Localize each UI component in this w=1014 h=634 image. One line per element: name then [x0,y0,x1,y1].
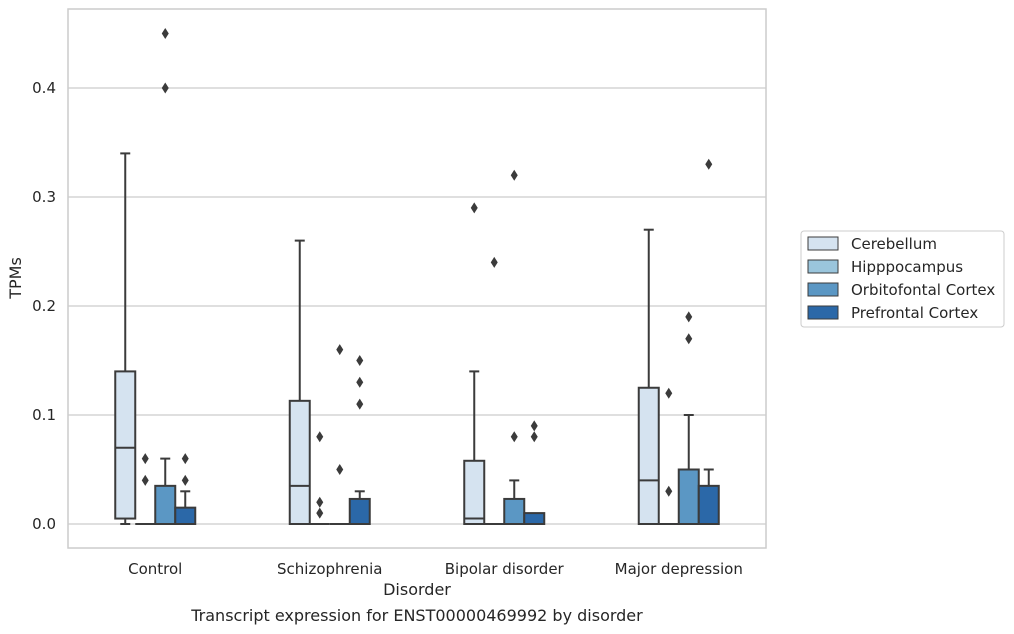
box-hipppocampus [658,387,679,525]
box-prefrontal-cortex [348,355,371,525]
legend-frame [800,230,1005,328]
box-orbitofontal-cortex [154,28,177,526]
legend-label: Hipppocampus [851,258,963,276]
box-plot-chart: 0.0 0.1 0.2 0.3 0.4 Control Schizophrenia Bipo… [6,8,1005,599]
box-prefrontal-cortex [697,158,720,526]
outlier-point [510,431,518,443]
outlier-point [490,256,498,268]
gridlines [68,87,766,525]
box-iqr [463,459,486,525]
box-orbitofontal-cortex [329,344,350,525]
outlier-point [161,82,169,94]
box-cerebellum [114,152,137,525]
plot-frame [67,8,767,549]
box-prefrontal-cortex [174,453,197,525]
box-prefrontal-cortex [523,420,546,525]
box-orbitofontal-cortex [677,311,700,525]
y-tick-label: 0.1 [32,406,56,424]
legend-label: Prefrontal Cortex [851,304,978,322]
outlier-point [510,169,518,181]
y-tick-label: 0.3 [32,188,56,206]
y-tick-label: 0.2 [32,297,56,315]
legend-label: Cerebellum [851,235,937,253]
box-hipppocampus [135,453,156,525]
box-iqr [114,370,137,520]
outlier-point [161,28,169,39]
outlier-point [141,453,149,465]
box-iqr [677,468,700,525]
outlier-point [665,485,673,497]
outlier-point [316,496,324,508]
box-iqr [697,484,720,526]
legend-label: Orbitofontal Cortex [851,281,995,299]
box-iqr [154,484,177,526]
outlier-point [141,474,149,486]
outlier-point [316,507,324,519]
legend-swatch [807,282,839,297]
y-tick-labels: 0.0 0.1 0.2 0.3 0.4 [32,79,56,533]
box-series [114,28,720,526]
x-tick-label: Control [128,560,182,578]
outlier-point [665,387,673,399]
box-iqr [174,506,197,525]
box-iqr [637,386,660,525]
outlier-point [356,355,364,366]
box-hipppocampus [309,431,330,525]
outlier-point [181,453,189,465]
box-iqr [288,399,311,525]
outlier-point [356,398,364,410]
box-cerebellum [463,202,486,525]
legend: Cerebellum Hipppocampus Orbitofontal Corte… [800,230,1005,328]
x-tick-label: Schizophrenia [277,560,382,578]
outlier-point [530,431,538,443]
outlier-point [336,344,344,356]
legend-swatch [807,236,839,251]
figure-caption: Transcript expression for ENST0000046999… [191,606,643,625]
outlier-point [685,333,693,345]
legend-item: Orbitofontal Cortex [807,281,995,299]
y-tick-label: 0.4 [32,79,56,97]
outlier-point [356,376,364,388]
x-tick-label: Major depression [615,560,743,578]
legend-item: Prefrontal Cortex [807,304,978,322]
outlier-point [685,311,693,323]
box-iqr [523,512,546,525]
box-hipppocampus [484,256,505,525]
legend-swatch [807,259,839,274]
box-iqr [348,497,371,525]
x-tick-labels: Control Schizophrenia Bipolar disorder Majo… [128,560,743,578]
y-tick-label: 0.0 [32,515,56,533]
box-iqr [503,497,526,525]
x-axis-label: Disorder [383,580,451,599]
outlier-point [316,431,324,443]
legend-swatch [807,305,839,320]
x-tick-label: Bipolar disorder [445,560,565,578]
box-orbitofontal-cortex [503,169,526,525]
legend-item: Cerebellum [807,235,937,253]
outlier-point [336,464,344,475]
outlier-point [705,158,713,170]
box-cerebellum [637,228,660,525]
outlier-point [530,420,538,432]
outlier-point [470,202,478,214]
box-cerebellum [288,239,311,525]
legend-item: Hipppocampus [807,258,963,276]
outlier-point [181,474,189,486]
y-axis-label: TPMs [6,257,25,300]
